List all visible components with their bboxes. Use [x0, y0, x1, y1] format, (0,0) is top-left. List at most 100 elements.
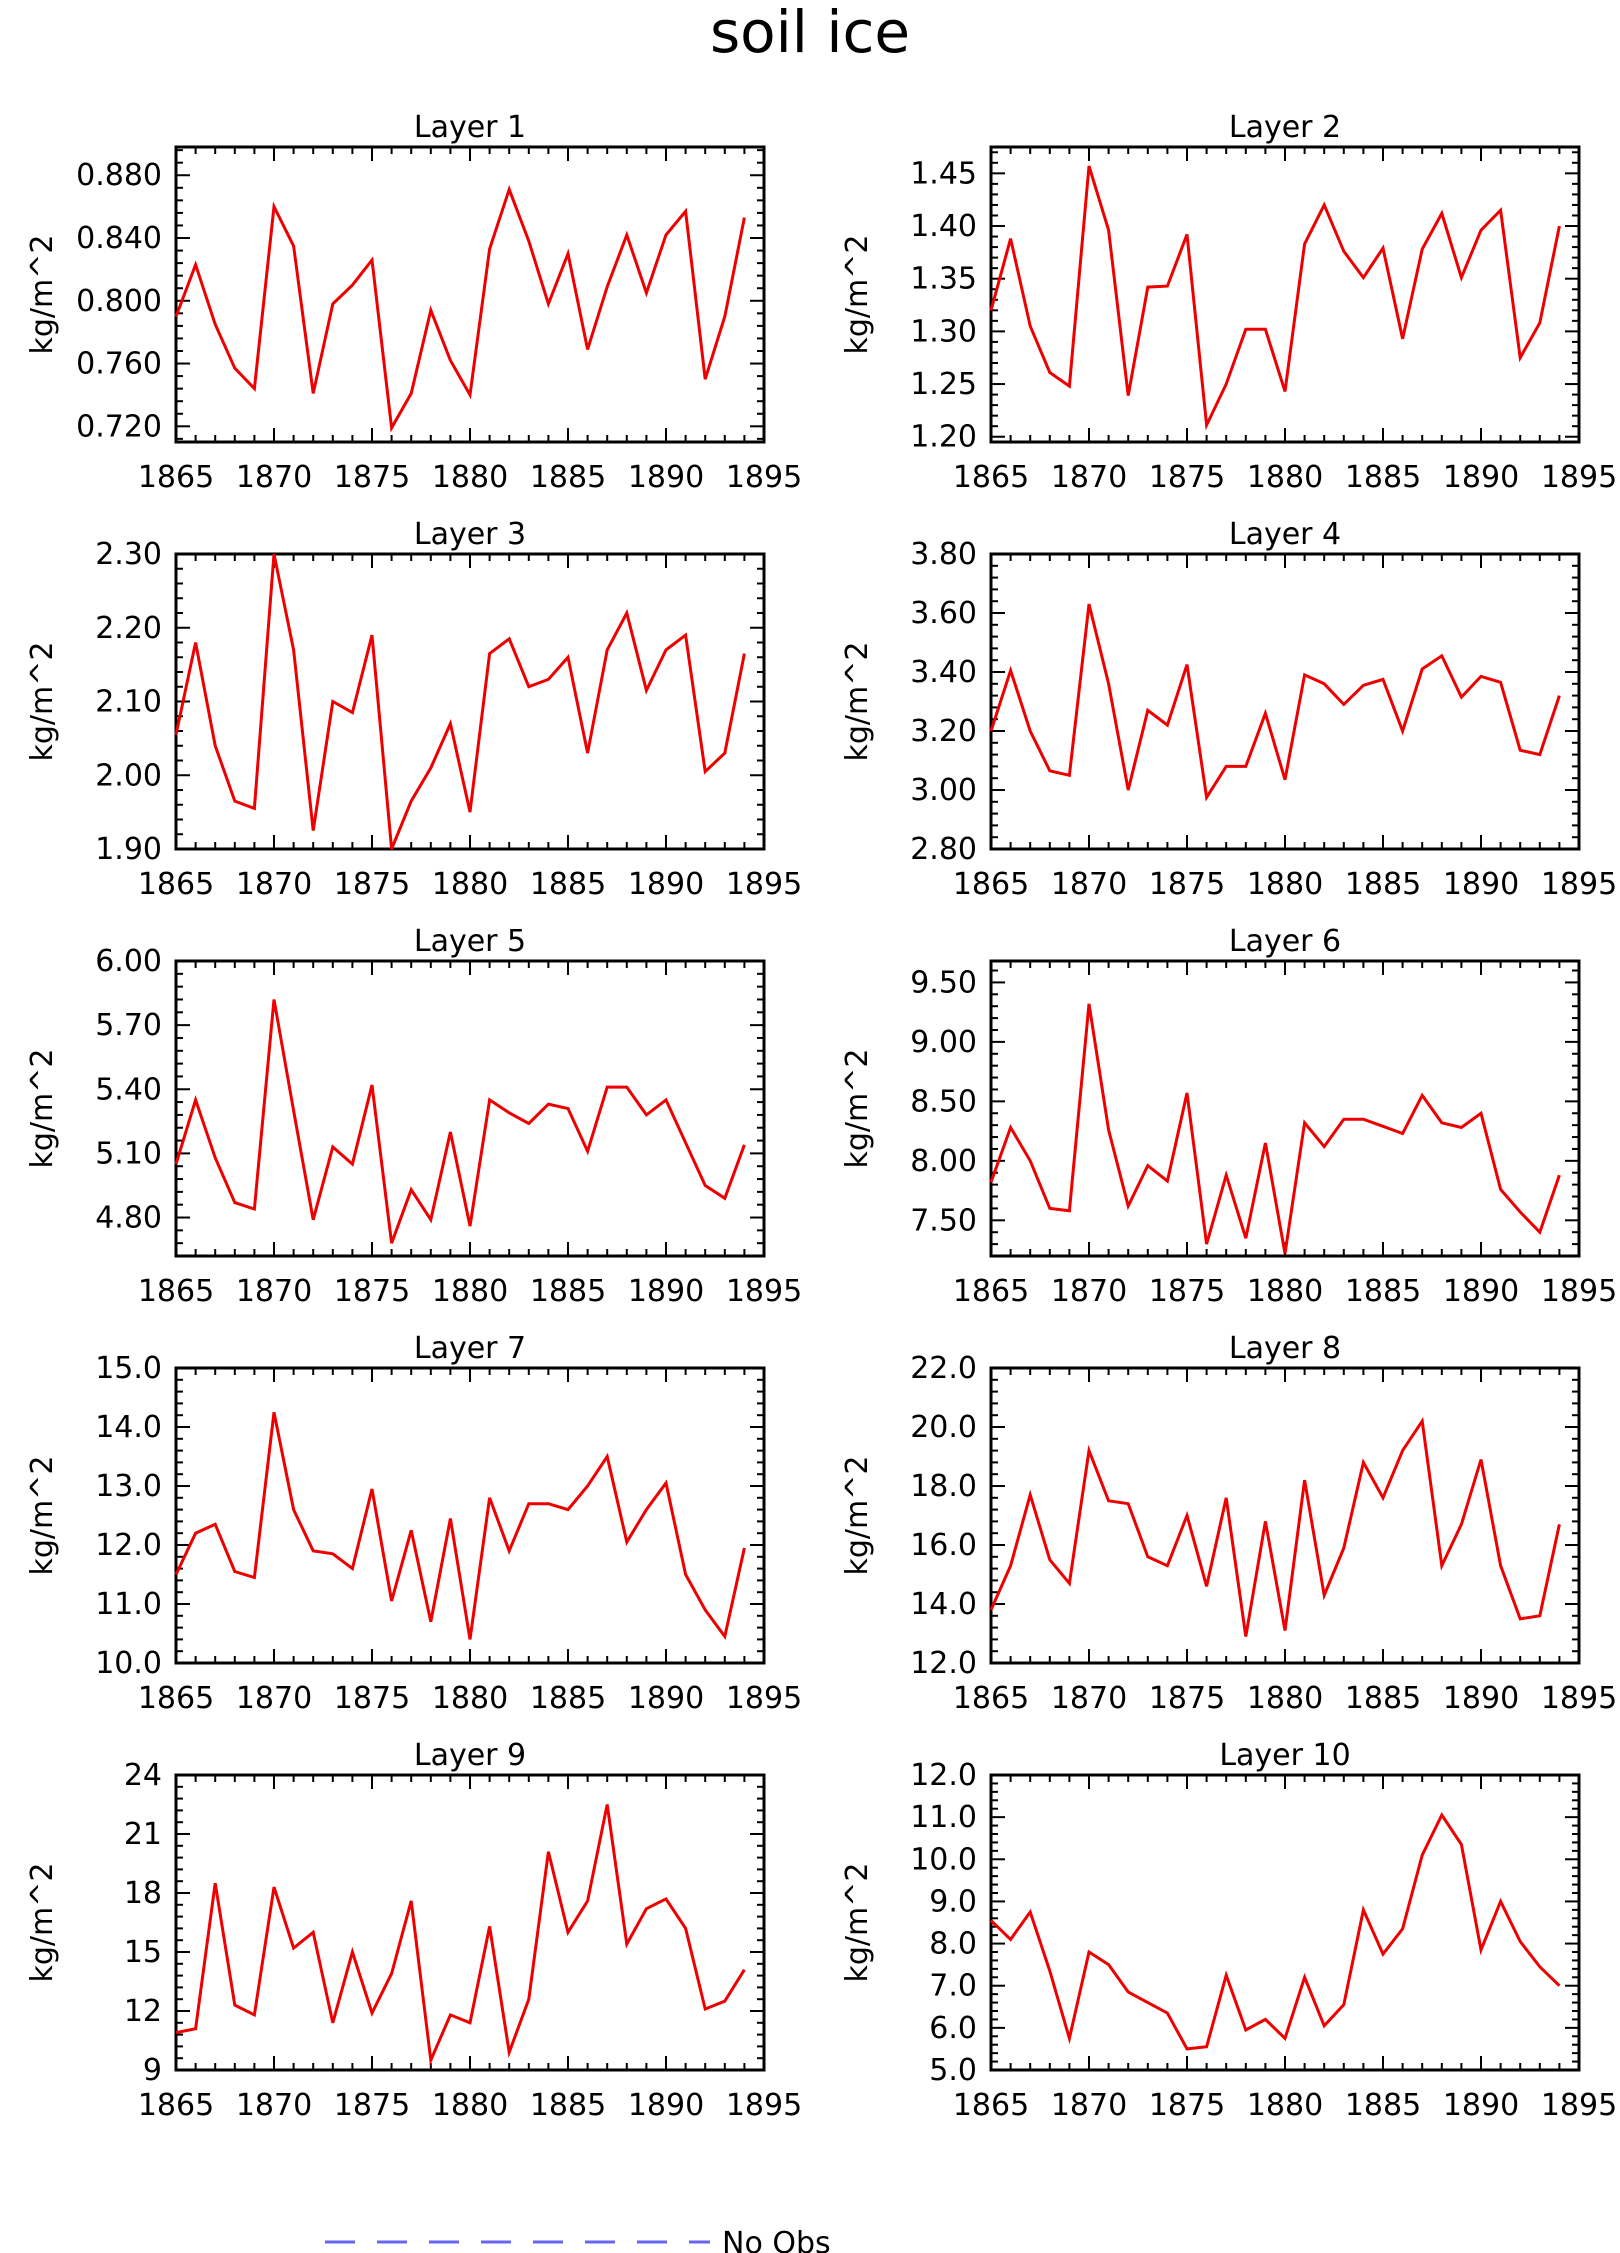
series-line-layer-2	[989, 165, 1561, 431]
x-tick-label: 1890	[628, 1681, 704, 1716]
series-line-layer-10	[989, 1811, 1561, 2051]
y-tick-label: 22.0	[910, 1351, 977, 1386]
panel-title: Layer 4	[1229, 517, 1341, 552]
y-tick-label: 9.0	[929, 1884, 977, 1919]
x-tick-label: 1865	[138, 1274, 214, 1309]
x-tick-label: 1885	[1345, 867, 1421, 902]
x-tick-label: 1890	[1443, 2088, 1519, 2123]
panel-layer-2: Layer 2 kg/m^2 1865 1870 1875 1880 1885 1890 189…	[840, 110, 1617, 495]
x-tick-label: 1870	[236, 1681, 312, 1716]
panel-layer-10: Layer 10 kg/m^2 1865 1870 1875 1880 1885 1890 18…	[840, 1738, 1617, 2123]
y-tick-label: 7.0	[929, 1969, 977, 2004]
x-tick-label: 1895	[726, 867, 802, 902]
x-tick-label: 1875	[334, 1274, 410, 1309]
y-tick-label: 8.50	[910, 1084, 977, 1119]
y-tick-label: 15	[124, 1935, 162, 1970]
x-tick-label: 1865	[953, 1274, 1029, 1309]
x-tick-label: 1865	[953, 867, 1029, 902]
y-tick-label: 12.0	[910, 1646, 977, 1681]
y-tick-label: 13.0	[95, 1469, 162, 1504]
x-tick-label: 1880	[1247, 2088, 1323, 2123]
panels: Layer 1 kg/m^2 1865 1870 1875 1880 1885 1890 189…	[25, 110, 1617, 2123]
panel-title: Layer 1	[414, 110, 526, 145]
x-tick-label: 1895	[1541, 2088, 1617, 2123]
panel-layer-8: Layer 8 kg/m^2 1865 1870 1875 1880 1885 1890 189…	[840, 1331, 1617, 1716]
panel-layer-5: Layer 5 kg/m^2 1865 1870 1875 1880 1885 1890 189…	[25, 924, 802, 1309]
series-line-layer-9	[175, 1804, 746, 2066]
x-tick-label: 1890	[1443, 1274, 1519, 1309]
y-tick-label: 11.0	[95, 1587, 162, 1622]
panel-layer-7: Layer 7 kg/m^2 1865 1870 1875 1880 1885 1890 189…	[25, 1331, 802, 1716]
y-tick-label: 7.50	[910, 1203, 977, 1238]
x-tick-label: 1890	[628, 867, 704, 902]
x-tick-label: 1875	[1149, 460, 1225, 495]
x-tick-label: 1890	[628, 1274, 704, 1309]
x-tick-label: 1885	[530, 1274, 606, 1309]
x-tick-label: 1880	[432, 2088, 508, 2123]
x-tick-label: 1880	[432, 867, 508, 902]
x-tick-label: 1865	[138, 867, 214, 902]
series-line-layer-3	[174, 553, 746, 850]
x-tick-label: 1880	[1247, 1681, 1323, 1716]
y-tick-label: 1.45	[910, 156, 977, 191]
x-tick-label: 1885	[1345, 460, 1421, 495]
y-tick-label: 0.720	[76, 409, 162, 444]
y-tick-label: 2.00	[95, 758, 162, 793]
y-tick-label: 9.00	[910, 1025, 977, 1060]
y-tick-label: 1.20	[910, 420, 977, 455]
x-tick-label: 1870	[1051, 460, 1127, 495]
y-tick-label: 4.80	[95, 1201, 162, 1236]
x-tick-label: 1895	[1541, 1274, 1617, 1309]
y-tick-label: 5.0	[929, 2053, 977, 2088]
panel-layer-1: Layer 1 kg/m^2 1865 1870 1875 1880 1885 1890 189…	[25, 110, 802, 495]
series-line-layer-6	[989, 1003, 1561, 1254]
x-tick-label: 1880	[1247, 867, 1323, 902]
x-tick-label: 1880	[432, 1681, 508, 1716]
y-tick-label: 2.30	[95, 537, 162, 572]
x-tick-label: 1885	[530, 1681, 606, 1716]
panel-title: Layer 10	[1219, 1738, 1350, 1773]
x-tick-label: 1895	[1541, 867, 1617, 902]
x-tick-label: 1875	[1149, 1681, 1225, 1716]
y-tick-label: 9.50	[910, 965, 977, 1000]
y-tick-label: 12	[124, 1994, 162, 2029]
x-tick-label: 1875	[1149, 867, 1225, 902]
x-tick-label: 1870	[236, 1274, 312, 1309]
x-tick-label: 1865	[138, 460, 214, 495]
panel-title: Layer 7	[414, 1331, 526, 1366]
x-tick-label: 1875	[334, 2088, 410, 2123]
x-tick-label: 1895	[1541, 1681, 1617, 1716]
x-tick-label: 1870	[236, 867, 312, 902]
x-tick-label: 1885	[530, 460, 606, 495]
x-tick-label: 1890	[628, 2088, 704, 2123]
panel-title: Layer 6	[1229, 924, 1341, 959]
y-axis-label: kg/m^2	[840, 235, 875, 355]
x-tick-label: 1895	[726, 460, 802, 495]
x-tick-label: 1865	[138, 1681, 214, 1716]
x-tick-label: 1880	[1247, 1274, 1323, 1309]
x-tick-label: 1895	[1541, 460, 1617, 495]
y-tick-label: 3.20	[910, 714, 977, 749]
y-tick-label: 11.0	[910, 1800, 977, 1835]
y-axis-label: kg/m^2	[25, 1049, 60, 1169]
y-tick-label: 3.00	[910, 773, 977, 808]
x-tick-label: 1895	[726, 2088, 802, 2123]
y-axis-label: kg/m^2	[840, 1049, 875, 1169]
x-tick-label: 1865	[953, 460, 1029, 495]
y-tick-label: 15.0	[95, 1351, 162, 1386]
plot-frame	[174, 1366, 766, 1665]
y-tick-label: 1.30	[910, 314, 977, 349]
legend: No Obs	[325, 2226, 831, 2253]
x-tick-label: 1870	[1051, 867, 1127, 902]
y-tick-label: 0.880	[76, 158, 162, 193]
series-line-layer-7	[174, 1412, 746, 1641]
x-tick-label: 1895	[726, 1274, 802, 1309]
y-tick-label: 3.60	[910, 596, 977, 631]
y-tick-label: 1.90	[95, 832, 162, 867]
y-axis-label: kg/m^2	[25, 1456, 60, 1576]
legend-label-no-obs: No Obs	[722, 2226, 831, 2253]
y-tick-label: 1.35	[910, 262, 977, 297]
y-tick-label: 2.80	[910, 832, 977, 867]
panel-title: Layer 3	[414, 517, 526, 552]
